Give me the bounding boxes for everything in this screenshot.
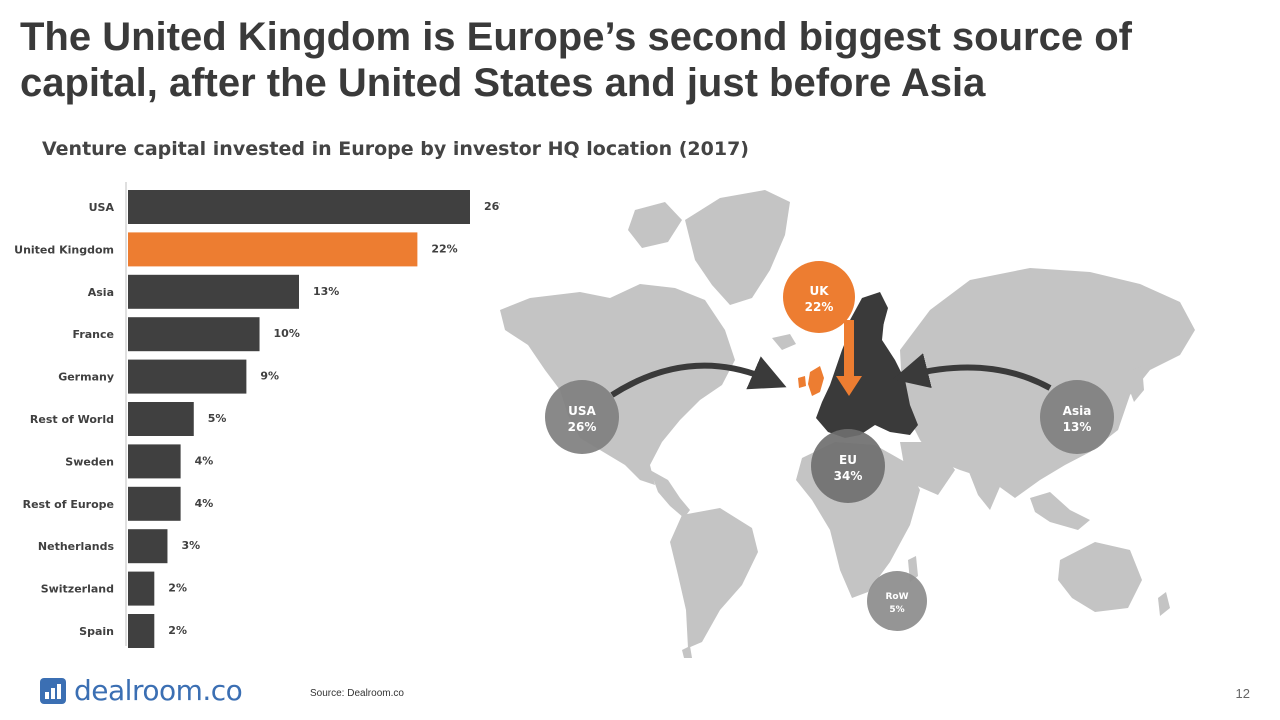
category-label: Switzerland xyxy=(41,583,114,596)
bar-spain xyxy=(128,614,155,648)
south-america-shape xyxy=(670,508,758,648)
new-zealand-shape xyxy=(1158,592,1170,616)
uk-to-europe-arrow xyxy=(836,320,862,396)
bubble-eu: EU 34% xyxy=(811,429,885,503)
southeast-asia-shape xyxy=(1030,492,1090,530)
bubble-circle xyxy=(545,380,619,454)
antarctic-shape xyxy=(682,646,692,658)
value-label: 10% xyxy=(274,327,300,340)
source-note: Source: Dealroom.co xyxy=(310,688,404,699)
dealroom-logo: dealroom.co xyxy=(40,674,243,707)
map-bubbles: UK 22% USA 26% Asia 13% EU 34% RoW 5% xyxy=(545,261,1114,631)
category-label: Rest of World xyxy=(30,413,114,426)
bar-united-kingdom xyxy=(128,232,418,267)
category-label: Germany xyxy=(58,371,114,384)
bubble-circle xyxy=(811,429,885,503)
bubble-circle xyxy=(783,261,855,333)
ireland-shape xyxy=(798,376,806,388)
bubble-uk: UK 22% xyxy=(783,261,855,333)
bar-france xyxy=(128,317,260,352)
category-label: Spain xyxy=(79,625,114,638)
bubble-value: 13% xyxy=(1063,420,1092,434)
bar-chart: USA 26% United Kingdom 22% Asia 13% France 10% G… xyxy=(14,182,500,648)
bubble-value: 34% xyxy=(834,469,863,483)
bubble-label: RoW xyxy=(885,592,908,602)
europe-shape xyxy=(816,302,918,438)
bar-netherlands xyxy=(128,529,168,564)
value-label: 2% xyxy=(168,582,187,595)
bar-asia xyxy=(128,274,299,309)
central-america-shape xyxy=(650,470,690,518)
eurasia-shape xyxy=(900,268,1195,498)
category-label: Asia xyxy=(88,286,114,299)
value-label: 13% xyxy=(313,285,339,298)
category-label: Rest of Europe xyxy=(23,498,114,511)
bubble-label: Asia xyxy=(1063,404,1092,418)
greenland-shape xyxy=(685,190,790,305)
bubble-row: RoW 5% xyxy=(867,571,927,631)
bubble-circle xyxy=(1040,380,1114,454)
usa-to-europe-arrow xyxy=(610,356,787,398)
bar-sweden xyxy=(128,444,181,479)
iceland-shape xyxy=(772,334,796,350)
middle-east-shape xyxy=(900,442,955,495)
category-label: Netherlands xyxy=(38,540,115,553)
page-number: 12 xyxy=(1235,686,1250,701)
bar-germany xyxy=(128,359,247,394)
value-label: 22% xyxy=(431,242,457,255)
bubble-value: 26% xyxy=(568,420,597,434)
value-label: 2% xyxy=(168,624,187,637)
bubble-asia: Asia 13% xyxy=(1040,380,1114,454)
bar-rest-of-world xyxy=(128,402,194,436)
bar-rest-of-europe xyxy=(128,486,181,521)
value-label: 9% xyxy=(260,370,279,383)
bubble-value: 22% xyxy=(805,300,834,314)
asia-to-europe-arrow xyxy=(892,353,1052,391)
bar-usa xyxy=(128,190,470,224)
category-label: Sweden xyxy=(65,455,114,468)
bar-chart-logo-icon xyxy=(40,677,66,704)
australia-shape xyxy=(1058,542,1142,612)
category-label: United Kingdom xyxy=(14,243,114,256)
uk-shape xyxy=(808,366,824,396)
bar-switzerland xyxy=(128,571,155,606)
bubble-label: UK xyxy=(809,284,829,298)
scandinavia-shape xyxy=(850,292,888,348)
bubble-value: 5% xyxy=(889,605,904,615)
arctic-islands-shape xyxy=(628,202,682,248)
chart-subtitle: Venture capital invested in Europe by in… xyxy=(42,138,749,160)
europe-region xyxy=(798,292,918,438)
bubble-label: USA xyxy=(568,404,596,418)
japan-shape xyxy=(1128,366,1144,402)
bubble-circle xyxy=(867,571,927,631)
world-map: UK 22% USA 26% Asia 13% EU 34% RoW 5% xyxy=(500,190,1195,658)
slide-title: The United Kingdom is Europe’s second bi… xyxy=(20,15,1132,105)
india-shape xyxy=(965,460,1002,510)
logo-text: dealroom.co xyxy=(74,674,243,707)
value-label: 4% xyxy=(195,454,214,467)
north-america-shape xyxy=(500,284,735,485)
category-label: USA xyxy=(89,201,115,214)
value-label: 5% xyxy=(208,412,227,425)
value-label: 3% xyxy=(181,539,200,552)
bubble-label: EU xyxy=(839,453,857,467)
category-label: France xyxy=(73,328,114,341)
value-label: 26% xyxy=(484,200,500,213)
bubble-usa: USA 26% xyxy=(545,380,619,454)
value-label: 4% xyxy=(195,497,214,510)
